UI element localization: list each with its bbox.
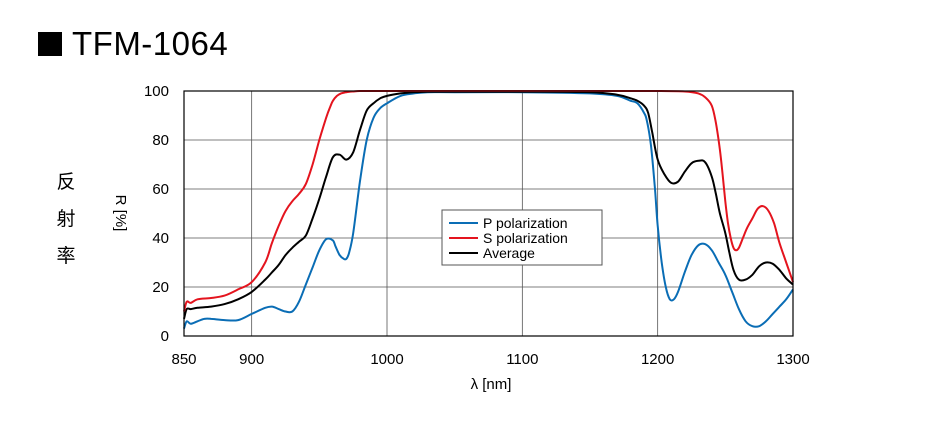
x-tick-label: 1200 [641, 351, 674, 368]
y-tick-label: 40 [152, 230, 169, 247]
series-line-s-polarization [183, 89, 794, 312]
y-tick-label: 100 [144, 83, 169, 100]
y-tick-label: 0 [161, 328, 169, 345]
chart-title: TFM-1064 [38, 24, 228, 64]
reflectance-char-2: 射 [56, 208, 76, 230]
y-tick-label: 60 [152, 181, 169, 198]
title-text: TFM-1064 [72, 25, 229, 62]
x-tick-label: 1000 [370, 351, 403, 368]
x-tick-label: 900 [239, 351, 264, 368]
legend-entry: P polarization [483, 215, 568, 231]
x-tick-label: 1100 [506, 351, 538, 368]
y-axis-label: R [%] [112, 195, 129, 232]
series-line-average [183, 90, 794, 320]
reflectance-char-3: 率 [56, 245, 76, 267]
x-tick-label: 1300 [776, 351, 809, 368]
x-tick-label: 850 [171, 351, 196, 368]
y-tick-labels: 0 20 40 60 80 100 [144, 83, 169, 345]
black-square-icon [38, 32, 62, 56]
legend-entry: Average [483, 245, 535, 261]
x-axis-label: λ [nm] [471, 376, 512, 393]
reflectance-char-1: 反 [56, 171, 76, 193]
y-tick-label: 20 [152, 279, 169, 296]
y-tick-label: 80 [152, 132, 169, 149]
plot-frame [183, 90, 794, 337]
x-tick-labels: 850 900 1000 1100 1200 1300 [171, 351, 809, 368]
legend-entry: S polarization [483, 230, 568, 246]
reflectance-label: 反 射 率 [54, 164, 78, 275]
